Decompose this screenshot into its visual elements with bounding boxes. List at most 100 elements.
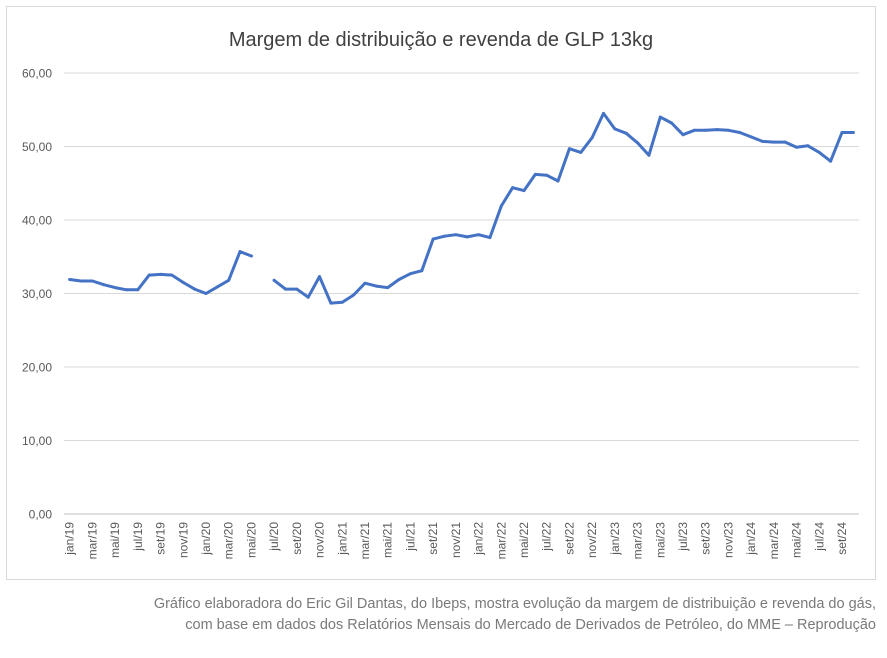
- x-tick-label: nov/21: [449, 522, 463, 558]
- data-point: [533, 172, 537, 176]
- y-tick-label: 20,00: [22, 361, 52, 375]
- x-tick-label: mar/19: [85, 522, 99, 560]
- data-point: [374, 284, 378, 288]
- data-point: [465, 235, 469, 239]
- caption-line-2: com base em dados dos Relatórios Mensais…: [185, 617, 876, 633]
- data-point: [352, 293, 356, 297]
- y-tick-label: 40,00: [22, 214, 52, 228]
- x-tick-label: mai/23: [653, 522, 667, 558]
- x-tick-label: jul/21: [403, 522, 417, 552]
- x-tick-label: jan/22: [472, 522, 486, 556]
- data-point: [397, 278, 401, 281]
- y-axis-tick-labels: 0,00 10,00 20,00 30,00 40,00 50,00 60,00: [22, 67, 52, 522]
- data-point: [102, 283, 106, 287]
- caption-line-1: Gráfico elaboradora do Eric Gil Dantas, …: [153, 596, 876, 612]
- y-tick-label: 30,00: [22, 287, 52, 301]
- data-point: [420, 269, 424, 273]
- grid-lines: [64, 72, 859, 515]
- data-point: [125, 288, 128, 292]
- data-point: [431, 237, 435, 241]
- figure-caption: Gráfico elaboradora do Eric Gil Dantas, …: [16, 594, 876, 636]
- data-point: [329, 301, 333, 305]
- data-point: [545, 173, 549, 177]
- x-tick-label: jan/20: [199, 522, 213, 556]
- series-line-segment-1: [68, 250, 253, 295]
- data-point: [511, 186, 515, 190]
- x-tick-label: set/23: [699, 522, 713, 555]
- x-tick-label: set/24: [835, 522, 849, 555]
- data-point: [624, 131, 628, 135]
- data-point: [761, 139, 764, 143]
- data-point: [170, 273, 174, 277]
- series-line: [68, 111, 855, 305]
- x-tick-label: set/21: [426, 522, 440, 555]
- x-tick-label: nov/20: [313, 522, 327, 558]
- data-point: [738, 131, 742, 134]
- x-tick-label: mar/24: [767, 522, 781, 560]
- data-point: [306, 295, 310, 299]
- data-point: [590, 136, 594, 140]
- x-tick-label: jan/21: [335, 522, 349, 556]
- chart-title: Margem de distribuição e revenda de GLP …: [229, 29, 653, 51]
- data-point: [249, 254, 253, 258]
- x-tick-label: mai/24: [790, 522, 804, 558]
- data-point: [783, 140, 787, 144]
- data-point: [567, 147, 571, 151]
- data-point: [79, 279, 83, 283]
- data-point: [749, 135, 753, 139]
- data-point: [817, 150, 821, 154]
- data-point: [772, 140, 776, 144]
- data-point: [215, 285, 219, 289]
- y-tick-label: 50,00: [22, 140, 52, 154]
- data-point: [363, 281, 367, 285]
- data-point: [238, 250, 242, 254]
- x-tick-label: mar/23: [631, 522, 645, 560]
- data-point: [68, 278, 72, 281]
- x-tick-label: jan/19: [63, 522, 77, 556]
- x-tick-label: set/20: [290, 522, 304, 555]
- data-point: [829, 159, 833, 163]
- x-tick-label: set/19: [154, 522, 168, 555]
- data-point: [454, 233, 458, 237]
- data-point: [806, 144, 810, 148]
- data-point: [692, 128, 696, 132]
- data-point: [636, 141, 639, 145]
- series-line-segment-2: [272, 111, 855, 305]
- x-tick-label: jul/23: [676, 522, 690, 552]
- data-point: [147, 273, 151, 277]
- x-tick-label: jul/22: [540, 522, 554, 552]
- data-point: [318, 275, 321, 279]
- data-point: [136, 288, 140, 292]
- data-point: [113, 286, 117, 290]
- data-point: [408, 272, 412, 276]
- data-point: [522, 189, 526, 193]
- data-point: [647, 153, 651, 157]
- data-point: [499, 204, 503, 208]
- x-tick-label: set/22: [562, 522, 576, 555]
- data-point: [340, 300, 344, 304]
- data-point: [851, 131, 855, 134]
- x-tick-label: mar/21: [358, 522, 372, 560]
- y-tick-label: 60,00: [22, 67, 52, 81]
- x-tick-label: nov/23: [721, 522, 735, 558]
- y-tick-label: 0,00: [29, 508, 53, 522]
- data-point: [204, 292, 208, 295]
- data-point: [295, 287, 299, 291]
- data-point: [726, 128, 730, 132]
- x-tick-label: nov/19: [176, 522, 190, 558]
- data-point: [227, 278, 231, 282]
- x-tick-label: mai/19: [108, 522, 122, 558]
- line-chart: Margem de distribuição e revenda de GLP …: [22, 29, 859, 560]
- x-tick-label: mai/22: [517, 522, 531, 558]
- x-tick-label: jul/24: [812, 522, 826, 552]
- x-tick-label: jul/19: [131, 522, 145, 552]
- data-point: [181, 281, 185, 284]
- data-point: [840, 131, 844, 134]
- data-point: [579, 150, 583, 154]
- data-point: [602, 111, 605, 115]
- data-point: [477, 233, 480, 237]
- x-axis-tick-labels: jan/19 mar/19 mai/19 jul/19 set/19 nov/19 jan/…: [63, 522, 849, 560]
- data-point: [658, 115, 662, 119]
- x-tick-label: jan/23: [608, 522, 622, 556]
- data-point: [795, 145, 798, 149]
